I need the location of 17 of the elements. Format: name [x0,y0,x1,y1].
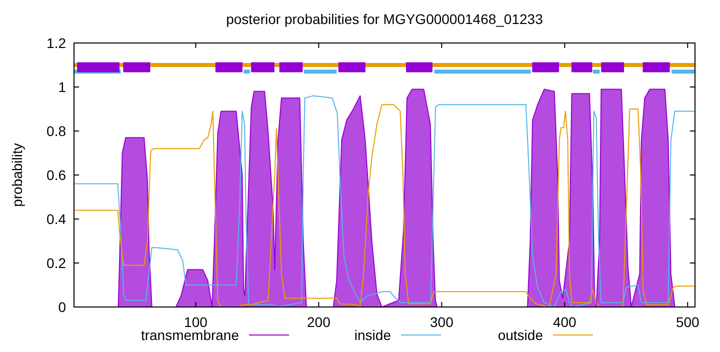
chart-title: posterior probabilities for MGYG000001468_01233 [226,11,544,27]
x-tick-label: 200 [307,314,331,330]
x-tick-label: 400 [552,314,577,330]
legend-label: transmembrane [140,327,240,343]
y-axis-title: probability [9,143,25,207]
x-tick-label: 300 [430,314,454,330]
legend-label: inside [354,327,392,343]
y-tick-label: 1.2 [46,34,66,51]
y-tick-label: 0.6 [46,166,66,183]
x-tick-label: 100 [184,314,208,330]
legend-label: outside [498,327,544,343]
y-tick-label: 0.4 [46,210,66,227]
y-tick-label: 1 [58,78,66,95]
y-tick-label: 0 [58,298,66,315]
y-tick-label: 0.8 [46,122,66,139]
y-tick-label: 0.2 [46,254,66,271]
x-tick-label: 500 [676,314,700,330]
